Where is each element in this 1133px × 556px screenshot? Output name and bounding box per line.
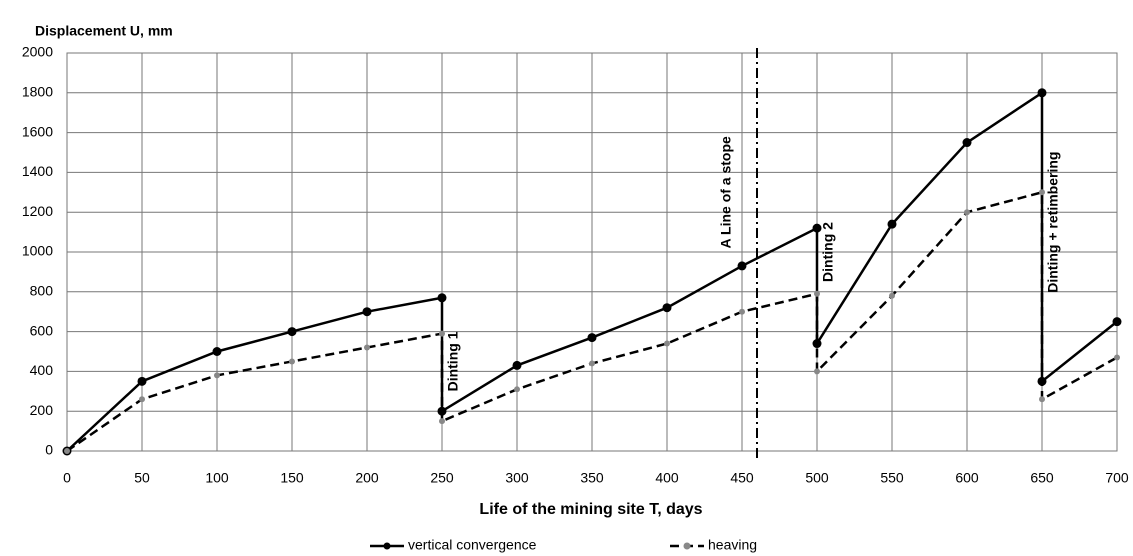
x-tick-label: 700 [1105, 470, 1129, 486]
y-tick-label: 0 [45, 442, 53, 458]
y-tick-label: 600 [30, 322, 54, 338]
x-tick-label: 550 [880, 470, 904, 486]
series-line [66, 190, 1118, 453]
x-tick-label: 450 [730, 470, 754, 486]
plot-border [66, 52, 1118, 452]
legend-marker [683, 542, 691, 550]
point [214, 372, 220, 379]
x-tick-label: 500 [805, 470, 829, 486]
y-tick-label: 400 [30, 362, 54, 378]
point [814, 290, 820, 297]
point [362, 307, 372, 317]
point [439, 330, 445, 337]
point [1037, 88, 1047, 98]
point [889, 292, 895, 299]
stope-label: A Line of a stope [718, 136, 734, 248]
y-axis-label: Displacement U, mm [35, 23, 173, 39]
point [887, 219, 897, 229]
point [1114, 354, 1120, 361]
x-tick-label: 200 [355, 470, 379, 486]
point [64, 448, 70, 454]
legend-label: vertical convergence [408, 537, 537, 553]
annotation: Dinting + retimbering [1045, 152, 1061, 293]
point [439, 418, 445, 425]
series-line [66, 90, 1118, 452]
point [137, 376, 147, 386]
x-tick-label: 400 [655, 470, 679, 486]
y-tick-label: 200 [30, 402, 54, 418]
x-tick-label: 150 [280, 470, 304, 486]
y-tick-label: 1400 [22, 163, 53, 179]
point [1112, 317, 1122, 327]
x-tick-label: 250 [430, 470, 454, 486]
legend-marker [383, 542, 391, 550]
point [962, 138, 972, 148]
point [514, 386, 520, 393]
point [662, 303, 672, 313]
point [739, 308, 745, 315]
point [287, 327, 297, 337]
x-tick-label: 300 [505, 470, 529, 486]
point [814, 368, 820, 375]
point [587, 333, 597, 343]
legend-label: heaving [708, 537, 757, 553]
point [964, 209, 970, 216]
x-tick-label: 350 [580, 470, 604, 486]
point [212, 347, 222, 356]
point [364, 344, 370, 351]
point [437, 293, 447, 303]
y-tick-label: 1600 [22, 123, 53, 139]
point [664, 340, 670, 347]
x-tick-label: 0 [63, 470, 71, 486]
annotation: Dinting 1 [445, 331, 461, 391]
y-tick-label: 1200 [22, 203, 53, 219]
y-tick-label: 1800 [22, 84, 53, 100]
point [812, 223, 822, 233]
y-tick-label: 2000 [22, 44, 53, 60]
x-axis-label: Life of the mining site T, days [479, 501, 702, 518]
point [139, 396, 145, 403]
point [1039, 396, 1045, 403]
x-tick-label: 100 [205, 470, 229, 486]
point [737, 261, 747, 271]
annotation: Dinting 2 [820, 222, 836, 282]
x-tick-label: 650 [1030, 470, 1054, 486]
y-tick-label: 1000 [22, 243, 53, 259]
point [589, 360, 595, 367]
y-tick-label: 800 [30, 283, 54, 299]
point [512, 360, 522, 370]
point [289, 358, 295, 365]
point [1039, 189, 1045, 196]
x-tick-label: 600 [955, 470, 979, 486]
x-tick-label: 50 [134, 470, 150, 486]
